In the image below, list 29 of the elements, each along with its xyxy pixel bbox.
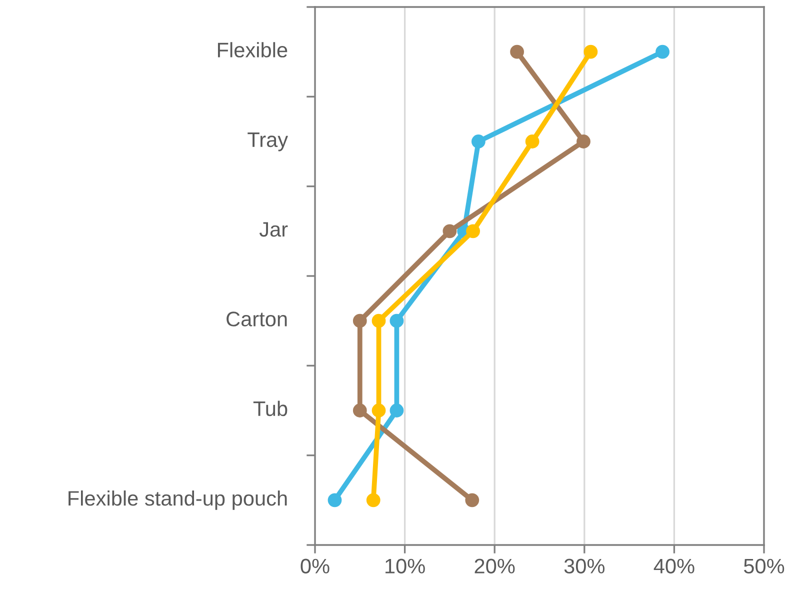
x-tick-label: 0%: [300, 558, 330, 574]
point: [584, 44, 598, 59]
y-tick-label: Tray: [248, 132, 288, 152]
point: [576, 134, 590, 148]
point: [510, 44, 524, 59]
x-tick-label: 40%: [654, 558, 694, 574]
y-tick-label: Carton: [226, 312, 287, 326]
point: [656, 44, 670, 59]
y-tick-label: Flexible: [218, 42, 288, 58]
point: [390, 404, 404, 418]
x-tick-label: 30%: [564, 558, 605, 574]
y-tick-label: Flexible stand-up pouch: [68, 490, 287, 510]
y-tick-label: Jar: [259, 222, 288, 237]
point: [471, 134, 486, 148]
x-tick-label: 10%: [386, 558, 425, 574]
y-tick-label: Tub: [253, 400, 288, 416]
x-tick-label: 50%: [744, 558, 784, 574]
point: [525, 134, 540, 148]
point: [366, 493, 380, 508]
point: [442, 224, 457, 238]
point: [352, 404, 367, 418]
point: [372, 404, 386, 418]
point: [390, 314, 404, 328]
x-tick-label: 20%: [474, 558, 515, 574]
point: [352, 314, 367, 328]
point: [466, 224, 480, 238]
point: [372, 314, 386, 328]
point: [465, 493, 480, 508]
point: [328, 493, 342, 508]
